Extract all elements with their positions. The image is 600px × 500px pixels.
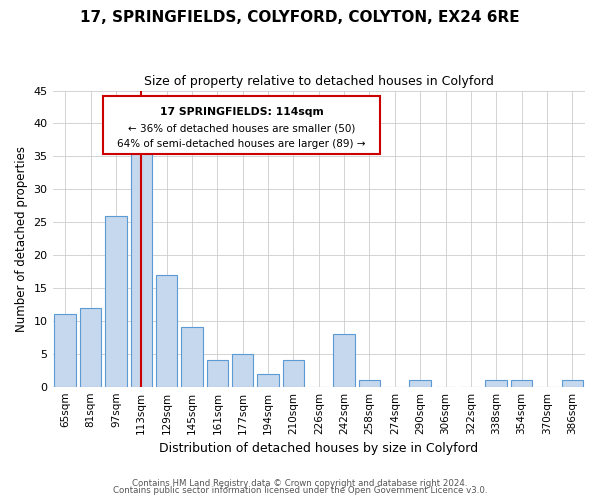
Y-axis label: Number of detached properties: Number of detached properties	[15, 146, 28, 332]
Bar	[156, 275, 178, 386]
Bar	[105, 216, 127, 386]
Bar	[55, 314, 76, 386]
X-axis label: Distribution of detached houses by size in Colyford: Distribution of detached houses by size …	[159, 442, 478, 455]
Text: Contains public sector information licensed under the Open Government Licence v3: Contains public sector information licen…	[113, 486, 487, 495]
Text: 17 SPRINGFIELDS: 114sqm: 17 SPRINGFIELDS: 114sqm	[160, 107, 323, 117]
Bar	[206, 360, 228, 386]
Bar	[131, 143, 152, 386]
Title: Size of property relative to detached houses in Colyford: Size of property relative to detached ho…	[144, 75, 494, 88]
FancyBboxPatch shape	[103, 96, 380, 154]
Bar	[257, 374, 279, 386]
Bar	[80, 308, 101, 386]
Bar	[485, 380, 507, 386]
Text: 64% of semi-detached houses are larger (89) →: 64% of semi-detached houses are larger (…	[118, 140, 366, 149]
Text: Contains HM Land Registry data © Crown copyright and database right 2024.: Contains HM Land Registry data © Crown c…	[132, 478, 468, 488]
Bar	[359, 380, 380, 386]
Bar	[334, 334, 355, 386]
Bar	[181, 328, 203, 386]
Bar	[511, 380, 532, 386]
Text: ← 36% of detached houses are smaller (50): ← 36% of detached houses are smaller (50…	[128, 123, 355, 133]
Bar	[409, 380, 431, 386]
Text: 17, SPRINGFIELDS, COLYFORD, COLYTON, EX24 6RE: 17, SPRINGFIELDS, COLYFORD, COLYTON, EX2…	[80, 10, 520, 25]
Bar	[232, 354, 253, 386]
Bar	[562, 380, 583, 386]
Bar	[283, 360, 304, 386]
